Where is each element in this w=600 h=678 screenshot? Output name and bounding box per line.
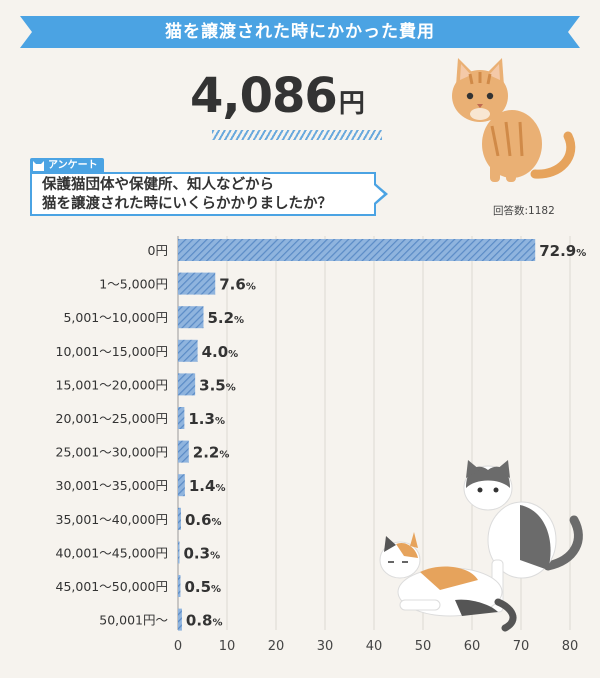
question-line-1: 保護猫団体や保健所、知人などから: [42, 177, 274, 193]
category-label: 30,001〜35,000円: [56, 478, 168, 493]
headline-underline: [212, 130, 382, 140]
bar-value-label: 1.4%: [189, 477, 226, 495]
category-label: 10,001〜15,000円: [56, 344, 168, 359]
survey-tag: アンケート: [30, 158, 104, 174]
bar: [178, 541, 180, 564]
x-tick-label: 30: [317, 639, 334, 654]
banner-title: 猫を譲渡された時にかかった費用: [165, 22, 435, 42]
bar: [178, 608, 182, 631]
respondent-count: 回答数:1182: [493, 205, 555, 217]
bar: [178, 239, 536, 261]
category-label: 50,001円〜: [99, 613, 168, 628]
headline-unit: 円: [338, 89, 365, 119]
cat-head-icon: [33, 161, 44, 171]
headline-value: 4,086: [190, 68, 338, 124]
bar: [178, 306, 204, 329]
bar-value-label: 0.8%: [186, 612, 223, 630]
category-label: 15,001〜20,000円: [56, 377, 168, 392]
x-tick-label: 50: [415, 639, 432, 654]
category-label: 35,001〜40,000円: [56, 512, 168, 527]
bar-value-label: 7.6%: [219, 276, 256, 294]
bar: [178, 507, 181, 530]
orange-tabby-cat-illustration: [452, 58, 576, 182]
ribbon-banner-icon: [20, 16, 580, 48]
x-tick-label: 0: [174, 639, 182, 654]
bar-value-label: 3.5%: [199, 376, 236, 394]
x-tick-label: 20: [268, 639, 285, 654]
survey-tag-label: アンケート: [48, 160, 98, 171]
bar-value-label: 0.5%: [184, 578, 221, 596]
bar-value-label: 1.3%: [188, 410, 225, 428]
bar-value-label: 5.2%: [207, 309, 244, 327]
bar: [178, 373, 196, 396]
category-label: 1〜5,000円: [99, 277, 168, 292]
category-label: 0円: [148, 243, 168, 258]
bar: [178, 474, 185, 497]
headline: 4,086 円: [190, 68, 365, 138]
gray-white-cat-illustration: [463, 460, 583, 613]
bar: [178, 440, 189, 463]
question-line-2: 猫を譲渡された時にいくらかかりましたか？: [42, 196, 332, 212]
bar: [178, 575, 181, 597]
x-tick-label: 10: [219, 639, 236, 654]
calico-cat-illustration: [379, 532, 517, 632]
question-box: 保護猫団体や保健所、知人などから 猫を譲渡された時にいくらかかりましたか？: [30, 172, 388, 216]
x-tick-label: 70: [513, 639, 530, 654]
bar: [178, 407, 185, 429]
x-tick-label: 80: [562, 639, 579, 654]
bar-value-label: 2.2%: [193, 444, 230, 462]
x-tick-label: 60: [464, 639, 481, 654]
title-banner: 猫を譲渡された時にかかった費用: [20, 16, 580, 48]
category-label: 5,001〜10,000円: [63, 310, 168, 325]
category-label: 20,001〜25,000円: [56, 411, 168, 426]
question-pointer-inner: [374, 185, 384, 203]
category-label: 45,001〜50,000円: [56, 579, 168, 594]
bar: [178, 339, 198, 362]
bar-value-label: 72.9%: [539, 242, 586, 260]
bar-value-label: 0.3%: [184, 544, 221, 562]
category-label: 40,001〜45,000円: [56, 545, 168, 560]
bar-value-label: 0.6%: [185, 511, 222, 529]
x-tick-label: 40: [366, 639, 383, 654]
bar-value-label: 4.0%: [202, 343, 239, 361]
category-label: 25,001〜30,000円: [56, 445, 168, 460]
bar: [178, 272, 216, 295]
